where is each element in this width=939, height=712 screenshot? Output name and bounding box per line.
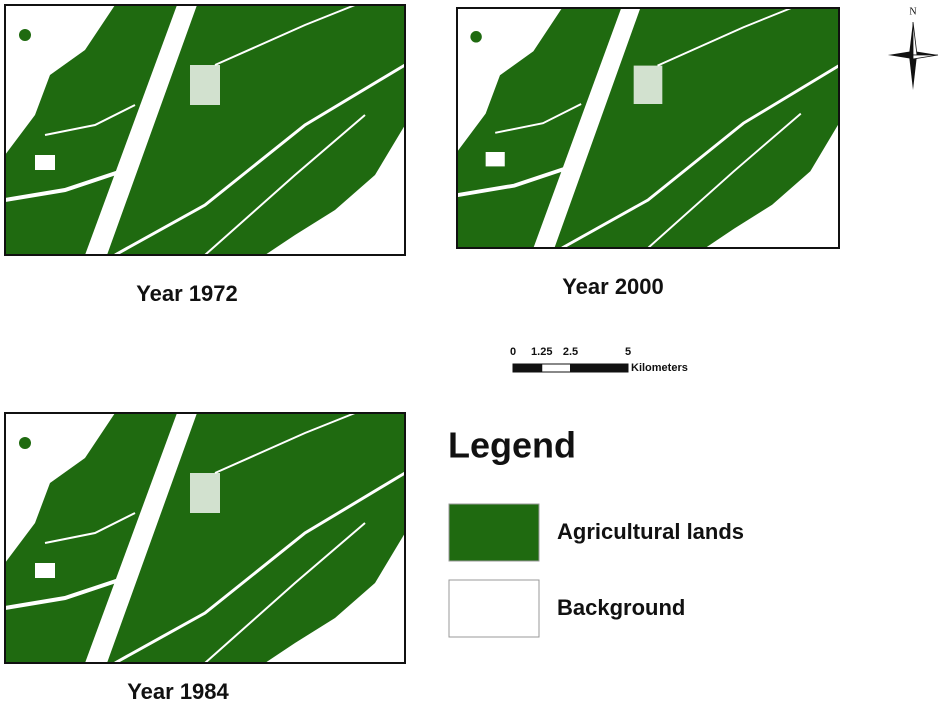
map-2000 bbox=[455, 6, 841, 250]
legend-swatch bbox=[448, 503, 540, 562]
scale-segment bbox=[512, 363, 543, 373]
scale-segment bbox=[570, 363, 629, 373]
map-1972 bbox=[3, 3, 407, 257]
legend-title: Legend bbox=[448, 425, 576, 466]
scale-tick-label: 5 bbox=[625, 346, 631, 358]
map-1984 bbox=[3, 411, 407, 665]
panel-label: Year 1984 bbox=[127, 679, 229, 704]
north-arrow: N bbox=[888, 6, 939, 90]
scale-tick-label: 0 bbox=[510, 346, 516, 358]
legend-swatch bbox=[448, 579, 540, 638]
legend-label: Agricultural lands bbox=[557, 519, 744, 544]
legend: Agricultural lands Background bbox=[448, 503, 744, 638]
legend-label: Background bbox=[557, 595, 685, 620]
north-label: N bbox=[909, 6, 916, 17]
panel-label: Year 2000 bbox=[562, 274, 664, 299]
scale-unit: Kilometers bbox=[631, 362, 688, 374]
scale-segment bbox=[541, 363, 571, 373]
panel-label: Year 1972 bbox=[136, 281, 238, 306]
scale-tick-label: 1.25 bbox=[531, 346, 552, 358]
scale-tick-label: 2.5 bbox=[563, 346, 578, 358]
